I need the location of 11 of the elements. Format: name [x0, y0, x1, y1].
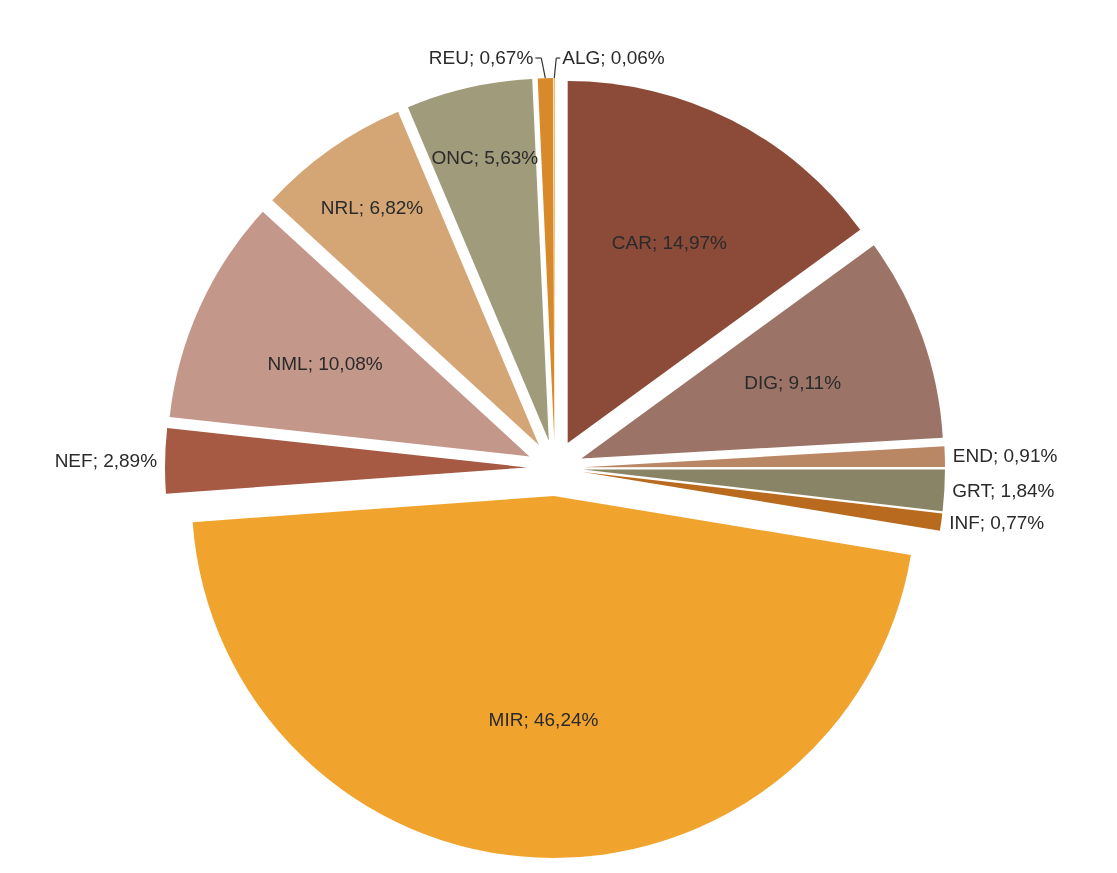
slice-label: CAR; 14,97% — [611, 231, 728, 253]
slice-label: NRL; 6,82% — [320, 197, 424, 219]
slice-label: DIG; 9,11% — [744, 371, 842, 393]
slice-label: GRT; 1,84% — [952, 479, 1055, 501]
slice-label: ALG; 0,06% — [562, 47, 665, 68]
slice-label: NEF; 2,89% — [54, 449, 158, 471]
slice-label: NML; 10,08% — [267, 352, 383, 374]
slice-label: END; 0,91% — [952, 445, 1058, 467]
slice-label: REU; 0,67% — [428, 47, 534, 69]
slice-label: INF; 0,77% — [949, 512, 1045, 534]
slice-label: MIR; 46,24% — [488, 709, 599, 731]
